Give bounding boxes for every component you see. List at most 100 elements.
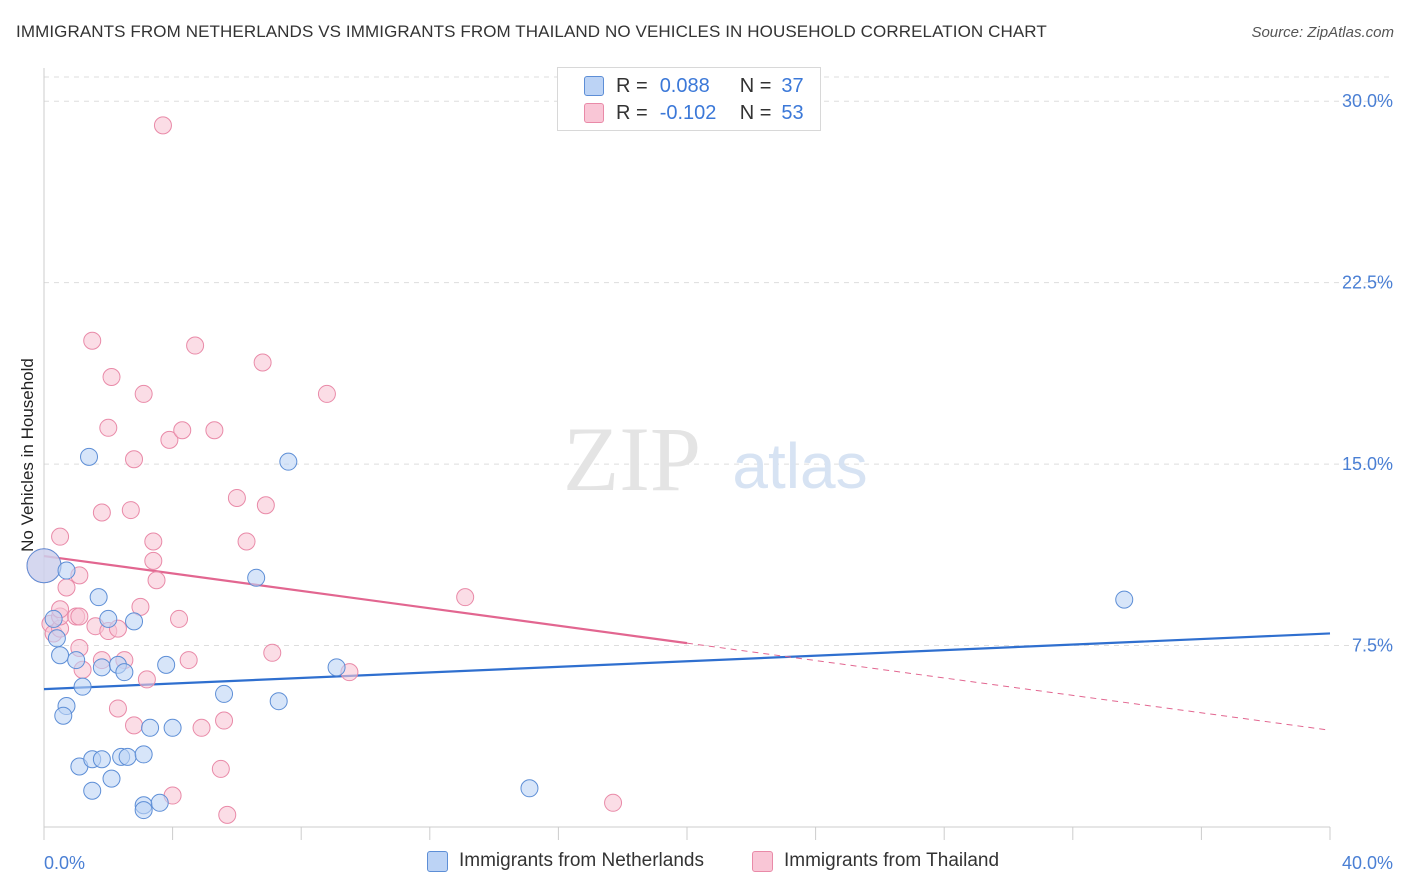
netherlands-point [89,588,108,607]
thailand-point [83,331,102,350]
thailand-point [51,527,70,546]
thailand-point [125,716,144,735]
thailand-point [237,532,256,551]
netherlands-point [44,609,63,628]
thailand-point [153,116,172,135]
thailand-point [218,805,237,824]
netherlands-point [73,677,92,696]
thailand-point [121,501,140,520]
thailand-point [227,488,246,507]
thailand-point [144,532,163,551]
thailand-point [144,551,163,570]
thailand-point [102,368,121,386]
source-label: Source: ZipAtlas.com [1251,24,1394,41]
legend-r-label: R = [616,101,648,124]
thailand-point [170,609,189,628]
thailand-point [125,450,144,469]
netherlands-point [125,612,144,631]
tick-layer: 7.5% 15.0% 22.5% 30.0% 0.0% 40.0% [44,91,1393,873]
thailand-point [604,793,623,812]
thailand-point [92,503,111,522]
thailand-point [456,588,475,607]
legend-r-value: 0.088 [659,74,710,97]
thailand-point [256,496,275,515]
trend-layer [43,554,1331,731]
legend-item-netherlands: Immigrants from Netherlands [427,850,704,872]
y-tick-label: 22.5% [1342,273,1393,293]
thailand-point [160,430,179,449]
netherlands-point [141,718,160,737]
legend-label-thailand: Immigrants from Thailand [784,850,1000,871]
legend-r-value: -0.102 [659,101,717,124]
thailand-point [263,643,282,662]
netherlands-point [102,769,121,788]
netherlands-legend-swatch [427,850,448,872]
netherlands-point [83,781,102,800]
watermark-zip: ZIP [563,408,701,510]
thailand-point [317,384,336,403]
thailand-point [211,759,230,778]
netherlands-point [80,447,99,466]
legend-label-netherlands: Immigrants from Netherlands [459,850,704,871]
grid-layer [44,76,1390,647]
thailand-swatch [584,103,604,123]
watermark-atlas: atlas [732,430,867,502]
thailand-point [134,384,153,403]
netherlands-point [118,747,137,766]
stats-legend: R = 0.088 N = 37 R = -0.102 N = 53 [557,67,821,131]
points-layer [26,116,1134,824]
thailand-point [137,670,156,689]
thailand-point [215,711,234,730]
legend-row-thailand: R = -0.102 N = 53 [584,100,804,126]
netherlands-point [67,651,86,670]
thailand-point [205,421,224,440]
netherlands-point [247,568,266,587]
netherlands-point [163,718,182,737]
y-tick-label: 30.0% [1342,91,1393,111]
netherlands-point [279,452,298,471]
netherlands-point [92,750,111,769]
x-tick-label: 40.0% [1342,853,1393,873]
y-tick-label: 15.0% [1342,454,1393,474]
netherlands-point [92,658,111,677]
netherlands-trend-line [43,632,1331,691]
netherlands-point [269,692,288,711]
netherlands-point [134,801,153,820]
netherlands-point [99,609,118,628]
netherlands-point [215,684,234,703]
thailand-point [147,571,166,590]
netherlands-point [520,779,539,798]
thailand-legend-swatch [752,850,773,872]
netherlands-point [57,561,76,580]
chart-title: IMMIGRANTS FROM NETHERLANDS VS IMMIGRANT… [16,22,1047,41]
netherlands-point [115,663,134,682]
netherlands-point [157,655,176,674]
netherlands-swatch [584,76,604,96]
legend-n-value: 37 [781,74,804,97]
legend-r-label: R = [616,74,648,97]
netherlands-point [1115,590,1134,609]
netherlands-point [327,658,346,677]
netherlands-point [134,745,153,764]
thailand-point [99,418,118,437]
netherlands-point [150,793,169,812]
legend-item-thailand: Immigrants from Thailand [752,850,999,872]
thailand-trend-extension [686,642,1331,731]
thailand-trend-line [43,554,688,645]
axis-layer [43,68,1331,840]
legend-row-netherlands: R = 0.088 N = 37 [584,73,804,99]
thailand-point [173,421,192,440]
thailand-point [192,718,211,737]
thailand-point [70,607,89,626]
thailand-point [186,336,205,355]
thailand-point [108,699,127,718]
y-tick-label: 7.5% [1352,636,1393,656]
thailand-point [253,353,272,372]
thailand-point [179,651,198,670]
netherlands-point [54,706,73,725]
x-tick-label: 0.0% [44,853,85,873]
legend-n-label: N = [739,101,772,124]
thailand-point [57,578,76,597]
watermark: ZIP atlas [563,408,868,510]
